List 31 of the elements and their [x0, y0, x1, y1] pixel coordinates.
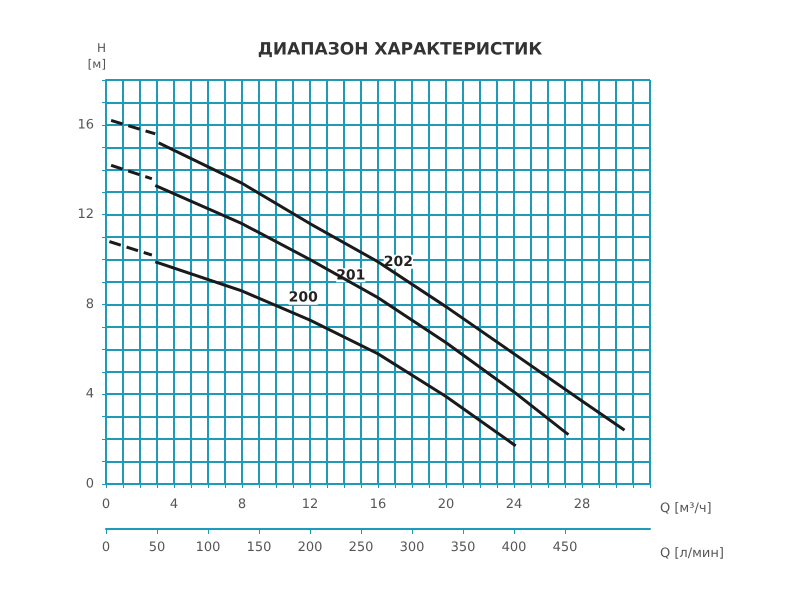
x2-tick-label: 300 — [400, 540, 424, 555]
x2-tick-label: 200 — [298, 540, 322, 555]
y-tick-label: 16 — [77, 117, 94, 132]
x2-tick-label: 50 — [148, 540, 166, 555]
chart-title: ДИАПАЗОН ХАРАКТЕРИСТИК — [258, 40, 542, 60]
x2-tick-label: 400 — [502, 540, 526, 555]
x-tick-label: 8 — [238, 497, 246, 512]
x-tick-label: 16 — [370, 497, 386, 512]
x-tick-label: 4 — [170, 497, 178, 512]
x-tick-label: 12 — [302, 497, 318, 512]
x-tick-label: 20 — [438, 497, 454, 512]
x-tick-label: 24 — [506, 497, 522, 512]
line-series — [157, 141, 626, 432]
x2-tick-label: 250 — [348, 540, 374, 555]
y-tick-label: 12 — [77, 207, 94, 222]
x2-tick-label: 350 — [450, 540, 476, 555]
x2-tick-label: 150 — [246, 540, 272, 555]
line-series — [154, 184, 570, 436]
x-tick-label: 0 — [102, 497, 110, 512]
x2-tick-label: 450 — [552, 540, 578, 555]
annotation: 200 — [288, 290, 318, 306]
y-axis-title: H [м] — [88, 41, 106, 71]
x-tick-label: 28 — [574, 497, 590, 512]
x2-tick-label: 0 — [102, 540, 110, 555]
x-axis-title: Q [м³/ч] — [660, 501, 712, 516]
annotation: 202 — [384, 254, 414, 270]
y-tick-label: 0 — [86, 476, 94, 492]
x2-tick-label: 100 — [196, 540, 220, 555]
y-tick-label: 8 — [86, 296, 94, 312]
y-tick-label: 4 — [86, 386, 94, 402]
x2-axis-title: Q [л/мин] — [660, 546, 724, 561]
